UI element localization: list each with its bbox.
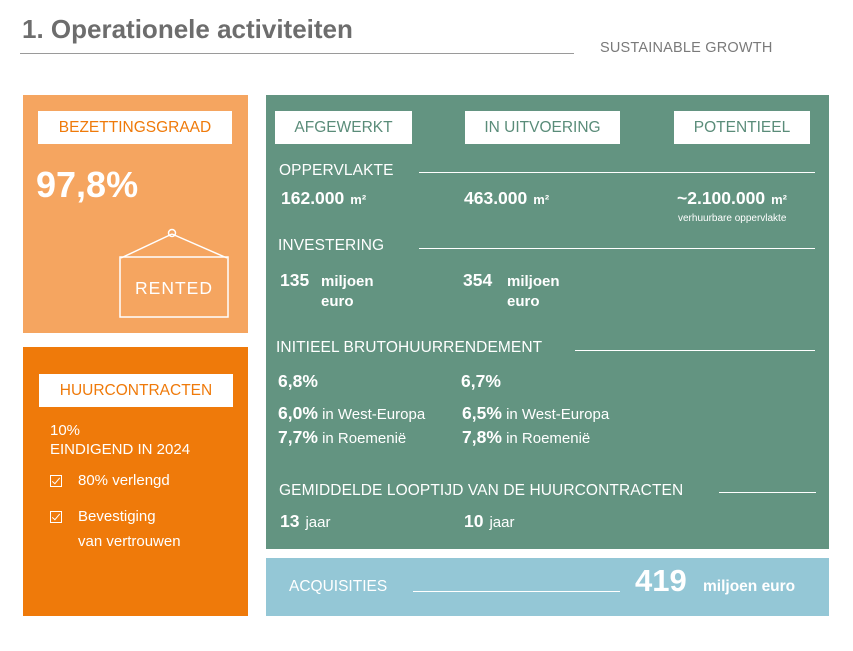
tab-potential: POTENTIEEL (674, 111, 810, 144)
area-potential: ~2.100.000 m² (677, 188, 787, 209)
yield-divider (575, 350, 815, 351)
area-in-progress-unit: m² (533, 192, 550, 207)
area-potential-unit: m² (771, 192, 787, 207)
check-item-text: 80% verlengd (78, 472, 170, 489)
investment-completed: 135 (280, 270, 310, 290)
investment-title: INVESTERING (278, 237, 385, 254)
acquisitions-divider (413, 591, 620, 592)
area-in-progress: 463.000 m² (464, 188, 549, 209)
occupancy-label: BEZETTINGSGRAAD (38, 111, 232, 144)
brand-tagline: SUSTAINABLE GROWTH (600, 40, 773, 56)
area-completed: 162.000 m² (281, 188, 366, 209)
investment-in-progress-unit: miljoen euro (507, 273, 560, 310)
tab-completed: AFGEWERKT (275, 111, 412, 144)
area-title: OPPERVLAKTE (279, 162, 394, 179)
expiring-text: EINDIGEND IN 2024 (50, 441, 191, 458)
title-divider (20, 53, 574, 54)
duration-divider (719, 492, 816, 493)
rented-sign-icon: RENTED (119, 228, 229, 318)
check-item-renewed: 80% verlengd (50, 472, 170, 493)
checkbox-icon (50, 475, 62, 487)
acquisitions-label: ACQUISITIES (289, 578, 388, 595)
yield-completed-west-europe: 6,0% in West-Europa (278, 403, 426, 423)
check-item-text-line2: van vertrouwen (78, 533, 181, 550)
duration-completed: 13 jaar (280, 511, 331, 531)
yield-completed-romania: 7,7% in Roemenië (278, 427, 407, 447)
area-completed-value: 162.000 (281, 188, 345, 208)
occupancy-value: 97,8% (36, 164, 139, 205)
yield-in-progress-romania: 7,8% in Roemenië (462, 427, 591, 447)
leases-panel: HUURCONTRACTEN 10% EINDIGEND IN 2024 80%… (23, 347, 248, 616)
investment-divider (419, 248, 815, 249)
acquisitions-panel: ACQUISITIES 419 miljoen euro (266, 558, 829, 616)
acquisitions-unit: miljoen euro (703, 578, 796, 595)
yield-completed: 6,8% (278, 371, 318, 391)
portfolio-panel: AFGEWERKT IN UITVOERING POTENTIEEL OPPER… (266, 95, 829, 549)
yield-in-progress-west-europe: 6,5% in West-Europa (462, 403, 610, 423)
area-divider (419, 172, 815, 173)
check-item-text: Bevestiging (78, 508, 156, 525)
page-title: 1. Operationele activiteiten (22, 14, 353, 44)
expiring-percentage: 10% (50, 422, 81, 439)
area-in-progress-value: 463.000 (464, 188, 528, 208)
check-item-confidence: Bevestiging van vertrouwen (50, 508, 181, 554)
yield-in-progress: 6,7% (461, 371, 501, 391)
occupancy-panel: BEZETTINGSGRAAD 97,8% RENTED (23, 95, 248, 333)
tab-in-progress: IN UITVOERING (465, 111, 620, 144)
checkbox-icon (50, 511, 62, 523)
investment-in-progress: 354 (463, 270, 493, 290)
investment-completed-unit: miljoen euro (321, 273, 374, 310)
rented-sign-text: RENTED (135, 278, 213, 298)
yield-title: INITIEEL BRUTOHUURRENDEMENT (276, 339, 543, 356)
leases-label: HUURCONTRACTEN (39, 374, 233, 407)
area-potential-note: verhuurbare oppervlakte (678, 213, 787, 224)
area-potential-value: ~2.100.000 (677, 188, 766, 208)
duration-in-progress: 10 jaar (464, 511, 515, 531)
acquisitions-value: 419 (635, 563, 687, 598)
area-completed-unit: m² (350, 192, 367, 207)
duration-title: GEMIDDELDE LOOPTIJD VAN DE HUURCONTRACTE… (279, 482, 684, 499)
